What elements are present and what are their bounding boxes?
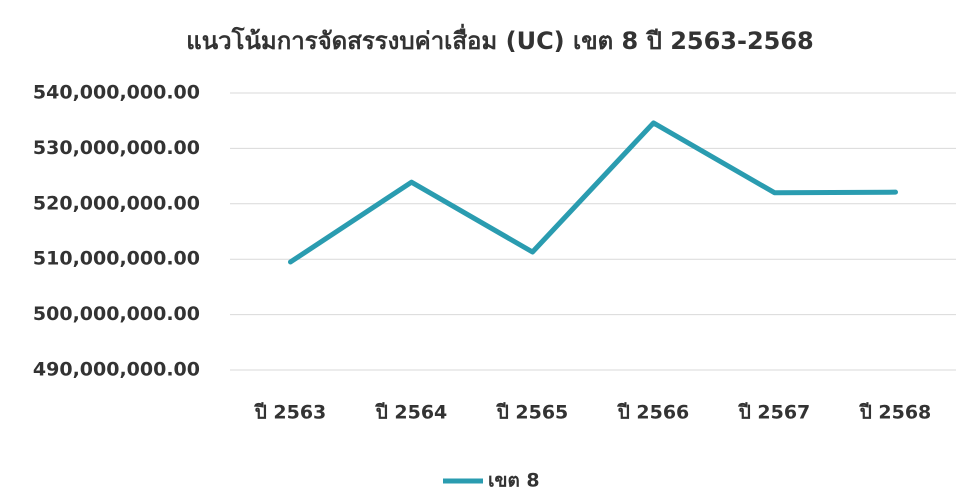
y-tick-label: 500,000,000.00 <box>33 303 200 325</box>
x-tick-label: ปี 2567 <box>738 402 810 424</box>
x-tick-label: ปี 2563 <box>254 402 326 424</box>
y-tick-label: 490,000,000.00 <box>33 359 200 381</box>
line-series <box>288 120 898 265</box>
chart-title: แนวโน้มการจัดสรรงบค่าเสื่อม (UC) เขต 8 ป… <box>186 23 814 55</box>
x-tick-label: ปี 2568 <box>859 402 931 424</box>
y-tick-label: 510,000,000.00 <box>33 248 200 270</box>
x-tick-label: ปี 2566 <box>617 402 689 424</box>
legend-label: เขต 8 <box>488 470 540 491</box>
y-tick-label: 530,000,000.00 <box>33 137 200 159</box>
y-tick-label: 520,000,000.00 <box>33 192 200 214</box>
x-tick-label: ปี 2564 <box>375 402 447 424</box>
y-tick-label: 540,000,000.00 <box>33 82 200 104</box>
x-tick-label: ปี 2565 <box>496 402 568 424</box>
